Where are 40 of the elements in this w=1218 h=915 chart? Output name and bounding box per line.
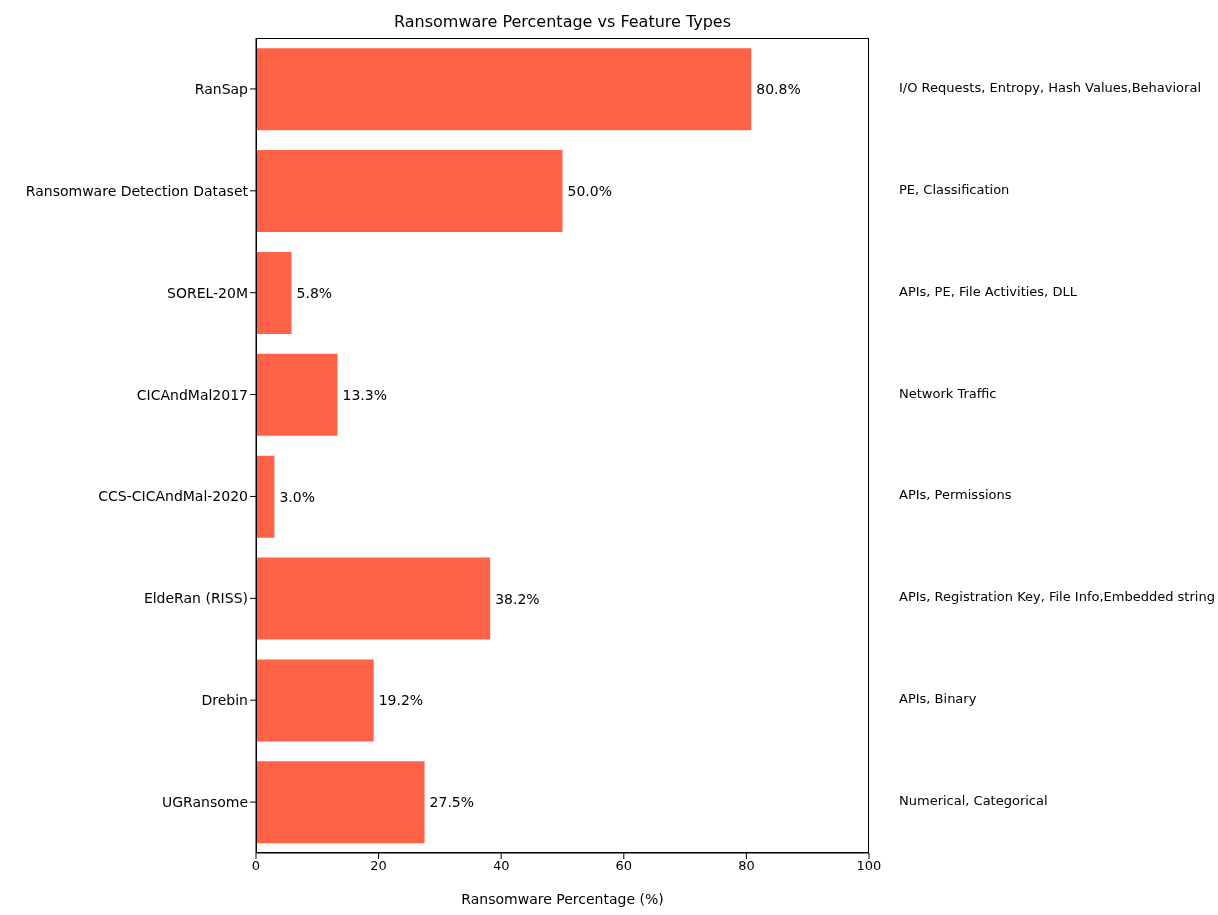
text: APIs, Permissions (899, 487, 1012, 503)
data-label: 50.0% (567, 183, 612, 200)
x-tick-label: 0 (251, 858, 261, 874)
bar (256, 455, 275, 538)
data-label: 27.5% (429, 794, 475, 811)
text: PE, Classification (899, 181, 1010, 197)
chart-title: Ransomware Percentage vs Feature Types (392, 12, 733, 31)
text: Numerical, Categorical (899, 793, 1048, 809)
y-tick-label: CCS-CICAndMal-2020 (98, 488, 248, 505)
x-tick-label: 80 (738, 858, 755, 874)
bar (256, 251, 292, 334)
data-label: 5.8% (296, 284, 333, 301)
bar (256, 659, 374, 742)
x-tick-label: 100 (856, 858, 882, 874)
text: I/O Requests, Entropy, Hash Values,Behavioral (899, 79, 1201, 95)
y-tick-label: SOREL-20M (167, 284, 248, 301)
data-label: 3.0% (279, 488, 315, 505)
x-axis-title: Ransomware Percentage (%) (461, 891, 664, 907)
data-label: 19.2% (378, 692, 424, 709)
data-label: 13.3% (342, 386, 388, 403)
text: Network Traffic (899, 385, 997, 401)
x-tick-label: 60 (615, 858, 633, 874)
y-tick-label: CICAndMal2017 (136, 386, 248, 403)
y-tick-label: RanSap (194, 80, 249, 97)
text: APIs, PE, File Activities, DLL (899, 283, 1077, 299)
bar (256, 557, 491, 640)
y-tick-label: Ransomware Detection Dataset (25, 182, 249, 199)
bar (256, 48, 752, 131)
bar (256, 150, 563, 233)
bar (256, 761, 425, 844)
x-tick-label: 40 (492, 858, 510, 874)
data-label: 38.2% (495, 590, 540, 607)
data-label: 80.8% (756, 81, 801, 98)
y-tick-label: EldeRan (RISS) (143, 590, 248, 607)
bar (256, 353, 338, 436)
text: APIs, Binary (899, 691, 977, 707)
x-tick-label: 20 (370, 858, 387, 874)
y-tick-label: Drebin (201, 692, 248, 709)
y-tick-label: UGRansome (161, 794, 248, 811)
text: APIs, Registration Key, File Info,Embedded string (899, 589, 1215, 605)
